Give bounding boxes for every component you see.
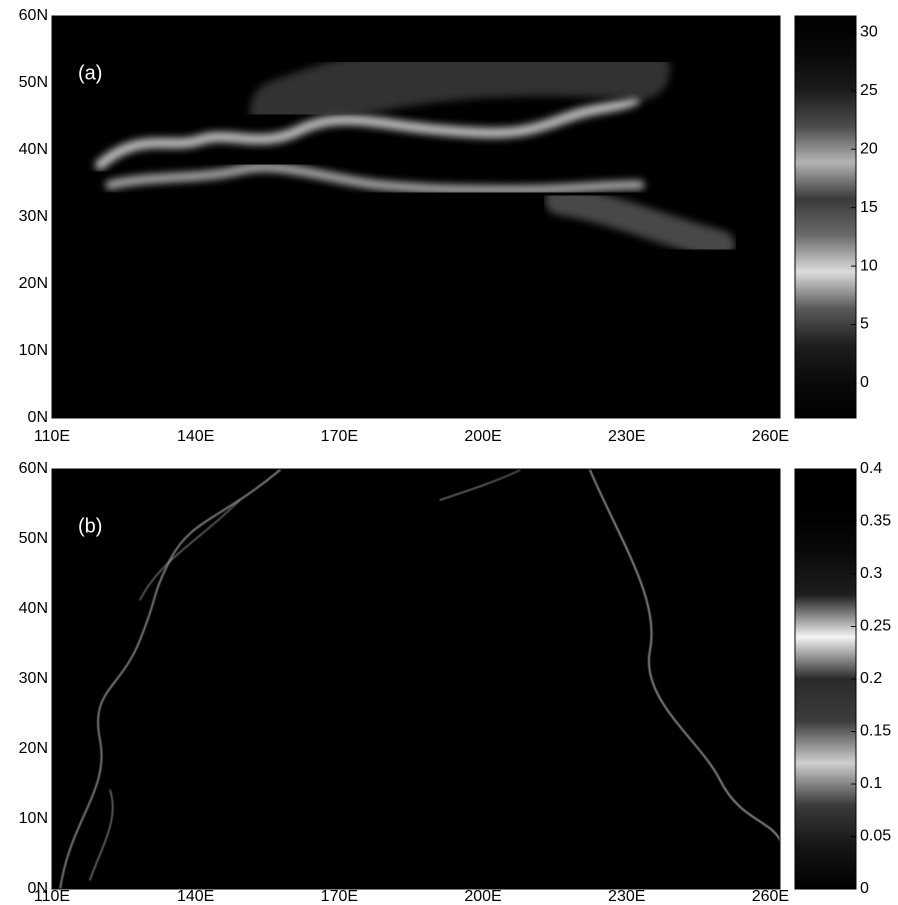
colorbar-tick-label: 20 [860, 140, 878, 157]
colorbar-tick-label: 30 [860, 24, 878, 41]
x-tick-label: 110E [34, 888, 70, 905]
panel-label: (b) [78, 515, 102, 537]
x-tick-label: 170E [321, 888, 358, 905]
map-feature [545, 185, 735, 260]
y-tick-label: 10N [19, 810, 48, 827]
map-feature [89, 789, 114, 881]
x-tick-label: 260E [752, 428, 789, 445]
colorbar-tick-label: 15 [860, 199, 878, 216]
x-tick-label: 170E [321, 428, 358, 445]
colorbar-tick-label: 0.35 [860, 513, 891, 530]
y-tick-label: 0N [28, 880, 48, 897]
colorbar-tick-label: 0.1 [860, 775, 882, 792]
colorbar-tick-label: 0.25 [860, 618, 891, 635]
y-tick-label: 50N [19, 530, 48, 547]
y-tick-label: 20N [19, 275, 48, 292]
colorbar-tick-label: 0.4 [860, 460, 882, 477]
y-tick-label: 60N [19, 7, 48, 24]
panel-label: (a) [78, 62, 102, 84]
map-feature [439, 469, 521, 501]
map-feature [250, 36, 670, 140]
y-tick-label: 20N [19, 740, 48, 757]
colorbar [794, 468, 857, 890]
colorbar-tick-label: 5 [860, 316, 869, 333]
y-tick-label: 40N [19, 141, 48, 158]
y-tick-label: 30N [19, 670, 48, 687]
colorbar-tick-label: 0 [860, 880, 869, 897]
x-tick-label: 230E [608, 888, 645, 905]
colorbar [794, 15, 857, 419]
x-tick-label: 140E [177, 888, 214, 905]
y-tick-label: 0N [28, 409, 48, 426]
x-tick-label: 200E [464, 428, 501, 445]
map-feature [59, 469, 281, 891]
colorbar-tick-label: 25 [860, 82, 878, 99]
x-tick-label: 110E [34, 428, 70, 445]
x-tick-label: 230E [608, 428, 645, 445]
y-tick-label: 60N [19, 460, 48, 477]
y-tick-label: 10N [19, 342, 48, 359]
map-feature [95, 95, 640, 170]
y-tick-label: 30N [19, 208, 48, 225]
y-tick-label: 40N [19, 600, 48, 617]
colorbar-tick-label: 0 [860, 374, 869, 391]
colorbar-tick-label: 0.15 [860, 723, 891, 740]
colorbar-tick-label: 0.3 [860, 565, 882, 582]
x-tick-label: 140E [177, 428, 214, 445]
y-tick-label: 50N [19, 74, 48, 91]
map-feature [589, 469, 781, 841]
map-field [52, 469, 780, 889]
map-feature [139, 499, 241, 601]
colorbar-tick-label: 0.2 [860, 670, 882, 687]
x-tick-label: 260E [752, 888, 789, 905]
colorbar-tick-label: 10 [860, 257, 878, 274]
x-tick-label: 200E [464, 888, 501, 905]
colorbar-tick-label: 0.05 [860, 828, 891, 845]
